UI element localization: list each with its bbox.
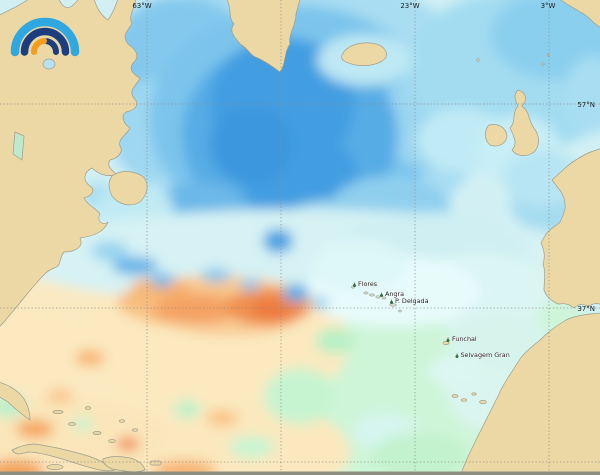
bahamas-islands (52, 406, 138, 443)
place-funchal: Funchal (446, 335, 477, 343)
island-jamaica (46, 464, 64, 470)
island-ireland (485, 124, 508, 147)
place-label: P. Delgada (395, 297, 429, 305)
place-annotations: Flores Angra P. Delgada Funchal Selvagem… (353, 280, 510, 359)
map-bottom-border (0, 471, 600, 475)
place-label: Flores (358, 280, 378, 288)
logo-inner-right-arc (43, 38, 59, 55)
place-angra: Angra (380, 290, 404, 298)
island-shetland-2 (546, 53, 550, 57)
logo-outer-arc (10, 17, 80, 57)
landmass-europe (540, 148, 600, 309)
island-shetland (541, 62, 545, 66)
place-marker (390, 301, 394, 305)
place-p-delgada: P. Delgada (390, 297, 429, 305)
parallel-label-37n: 37°N (577, 305, 595, 313)
rainbow-arcs-logo (10, 17, 80, 57)
place-marker (455, 355, 459, 359)
azores-islets (351, 285, 402, 313)
place-marker (353, 284, 357, 288)
peninsula-florida (0, 382, 31, 421)
island-great-britain (509, 89, 539, 156)
landmass-greenland (226, 0, 301, 73)
island-hispaniola (102, 456, 146, 473)
landmass-north-america (0, 0, 141, 327)
meridian-label-63w: 63°W (132, 2, 151, 10)
island-madeira (442, 341, 450, 345)
place-selvagem-grande: Selvagem Gran (455, 351, 510, 359)
logo-inner-left-arc (30, 38, 47, 55)
place-marker (446, 339, 450, 343)
place-flores: Flores (353, 280, 378, 288)
place-label: Selvagem Gran (461, 351, 510, 359)
place-marker (380, 294, 384, 298)
meridian-label-3w: 3°W (541, 2, 556, 10)
canary-islands (451, 392, 487, 404)
island-cuba (11, 443, 116, 472)
place-label: Funchal (452, 335, 477, 343)
parallel-label-57n: 57°N (577, 101, 595, 109)
landmass-africa (460, 312, 600, 475)
island-newfoundland (108, 171, 148, 206)
island-faroe (476, 58, 480, 62)
lake-melville (12, 131, 25, 161)
logo-middle-arc (20, 27, 70, 56)
island-iceland (341, 42, 387, 66)
meridian-label-23w: 23°W (400, 2, 419, 10)
place-label: Angra (385, 290, 404, 298)
lake (42, 58, 56, 70)
